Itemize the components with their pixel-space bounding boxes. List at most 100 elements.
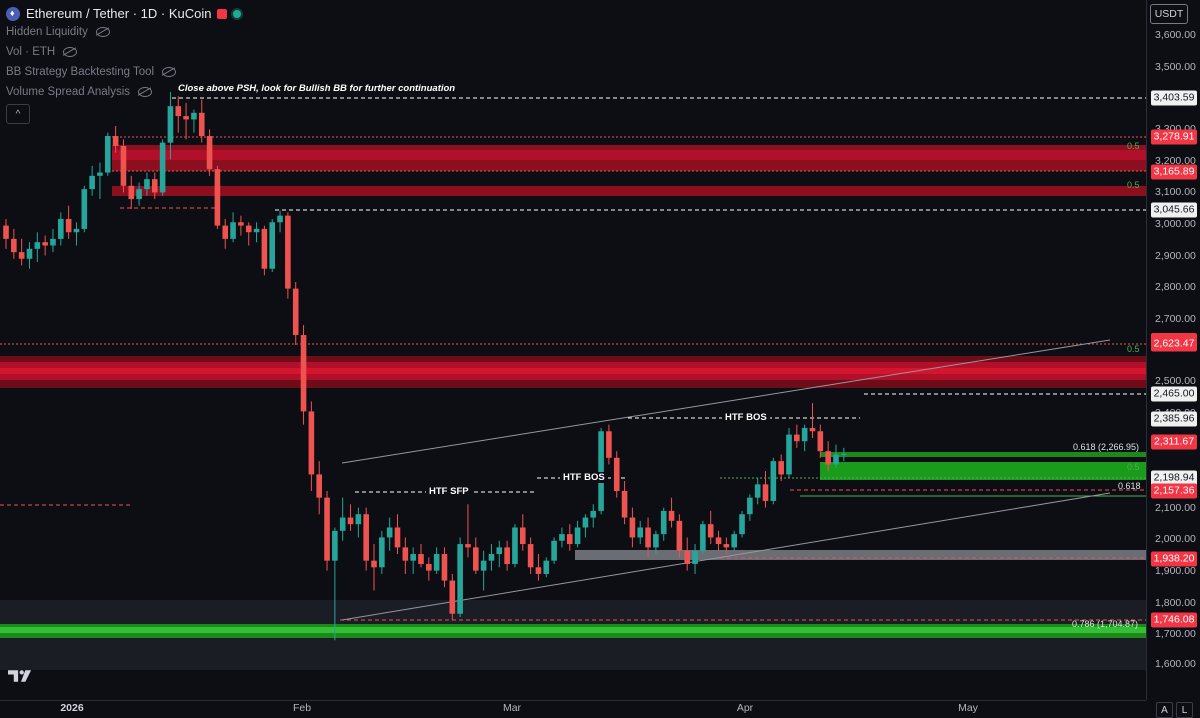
candle-body[interactable] [261,228,268,269]
candle-body[interactable] [786,434,792,475]
candle-body[interactable] [692,550,698,564]
candle-body[interactable] [582,517,589,528]
candle-body[interactable] [707,524,714,538]
candle-body[interactable] [433,554,440,571]
candle-body[interactable] [42,242,48,246]
candle-body[interactable] [535,567,542,574]
candle-body[interactable] [245,225,252,233]
candle-body[interactable] [841,453,847,455]
candle-body[interactable] [512,527,518,564]
psh-note[interactable]: Close above PSH, look for Bullish BB for… [178,83,456,94]
candle-body[interactable] [26,248,33,259]
symbol-title[interactable]: Ethereum / Tether · 1D · KuCoin [26,6,212,21]
candle-body[interactable] [238,222,244,226]
candle-body[interactable] [418,554,424,564]
eye-off-icon[interactable] [63,47,78,57]
candle-body[interactable] [590,510,597,518]
candle-body[interactable] [825,451,831,465]
candle-body[interactable] [339,517,346,531]
candle-body[interactable] [214,169,221,226]
flag-icon[interactable] [217,8,228,19]
candle-body[interactable] [97,172,103,176]
candle-body[interactable] [18,252,25,259]
candle-body[interactable] [613,457,620,491]
collapse-indicators-button[interactable]: ^ [6,104,30,124]
currency-button[interactable]: USDT [1150,4,1188,24]
candle-body[interactable] [191,112,197,120]
candle-body[interactable] [527,544,534,568]
candle-body[interactable] [50,238,56,246]
candle-body[interactable] [308,411,315,475]
candle-body[interactable] [731,534,737,548]
price-axis[interactable]: 3,600.00 3,500.00 3,300.00 3,200.00 3,10… [1146,0,1200,700]
candle-body[interactable] [253,228,260,233]
candle-body[interactable] [285,215,291,289]
candle-body[interactable] [324,497,330,561]
candle-body[interactable] [316,474,322,498]
candle-body[interactable] [504,547,510,564]
candle-body[interactable] [676,520,683,551]
symbol-header[interactable]: Ethereum / Tether · 1D · KuCoin [6,6,242,21]
candle-body[interactable] [645,527,651,548]
htf-bos-label-1[interactable]: HTF BOS [560,472,608,483]
candle-body[interactable] [426,563,432,571]
eye-off-icon[interactable] [162,67,177,77]
candle-body[interactable] [104,136,111,173]
candle-body[interactable] [457,544,463,614]
candle-body[interactable] [747,497,753,515]
candle-body[interactable] [292,288,299,336]
candle-body[interactable] [58,218,64,239]
candle-body[interactable] [89,175,95,190]
candle-body[interactable] [621,490,628,518]
candle-body[interactable] [386,527,393,538]
candle-body[interactable] [653,534,659,548]
candle-body[interactable] [700,524,706,551]
indicator-bb-strategy[interactable]: BB Strategy Backtesting Tool [6,66,177,78]
candle-body[interactable] [206,136,213,170]
htf-bos-label-2[interactable]: HTF BOS [722,412,770,423]
candle-body[interactable] [34,242,41,249]
candle-body[interactable] [684,550,691,564]
candle-body[interactable] [402,547,409,561]
indicator-volume-spread[interactable]: Volume Spread Analysis [6,86,153,98]
eye-off-icon[interactable] [138,87,153,97]
candle-body[interactable] [778,461,784,475]
candle-body[interactable] [198,112,205,137]
candle-body[interactable] [441,554,448,581]
candle-body[interactable] [65,218,72,233]
candle-body[interactable] [112,136,119,146]
indicator-volume[interactable]: Vol · ETH [6,46,78,58]
candle-body[interactable] [519,527,526,545]
candle-body[interactable] [222,225,229,239]
candle-body[interactable] [269,222,276,269]
candle-body[interactable] [566,534,573,545]
candle-body[interactable] [151,179,158,193]
candle-body[interactable] [277,215,283,223]
candle-body[interactable] [347,517,354,525]
candle-body[interactable] [488,554,495,561]
candle-body[interactable] [3,225,9,239]
candle-body[interactable] [833,454,839,465]
candle-body[interactable] [809,427,816,432]
candle-body[interactable] [801,427,808,442]
time-axis[interactable]: 2026 Feb Mar Apr May [0,700,1146,717]
htf-sfp-label[interactable]: HTF SFP [426,486,472,497]
candle-body[interactable] [230,222,236,239]
candle-body[interactable] [355,514,362,525]
candle-body[interactable] [629,517,636,538]
candle-body[interactable] [739,514,745,535]
indicator-hidden-liquidity[interactable]: Hidden Liquidity [6,26,110,38]
chart-canvas[interactable] [0,0,1146,700]
candle-body[interactable] [723,544,730,548]
candle-body[interactable] [11,238,17,253]
candle-body[interactable] [660,510,667,535]
candle-body[interactable] [332,530,338,561]
candle-body[interactable] [394,527,401,548]
candle-body[interactable] [371,560,377,568]
candle-body[interactable] [637,527,644,538]
candle-body[interactable] [81,189,88,229]
candle-body[interactable] [379,537,385,568]
candle-body[interactable] [128,185,135,200]
candle-body[interactable] [574,527,581,545]
candle-body[interactable] [473,547,479,571]
